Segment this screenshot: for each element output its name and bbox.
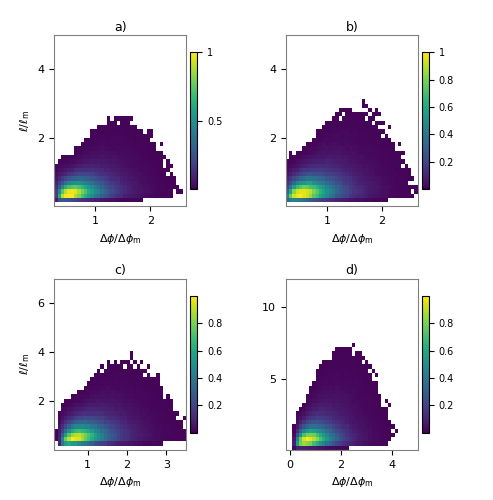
Title: d): d) xyxy=(346,264,358,278)
Title: c): c) xyxy=(114,264,126,278)
Title: a): a) xyxy=(114,21,127,34)
Y-axis label: $\ell/\ell_{\mathrm{m}}$: $\ell/\ell_{\mathrm{m}}$ xyxy=(18,353,32,376)
X-axis label: $\Delta\phi/\Delta\phi_{\mathrm{m}}$: $\Delta\phi/\Delta\phi_{\mathrm{m}}$ xyxy=(330,476,373,490)
X-axis label: $\Delta\phi/\Delta\phi_{\mathrm{m}}$: $\Delta\phi/\Delta\phi_{\mathrm{m}}$ xyxy=(330,232,373,246)
Title: b): b) xyxy=(346,21,358,34)
X-axis label: $\Delta\phi/\Delta\phi_{\mathrm{m}}$: $\Delta\phi/\Delta\phi_{\mathrm{m}}$ xyxy=(99,476,141,490)
X-axis label: $\Delta\phi/\Delta\phi_{\mathrm{m}}$: $\Delta\phi/\Delta\phi_{\mathrm{m}}$ xyxy=(99,232,141,246)
Y-axis label: $\ell/\ell_{\mathrm{m}}$: $\ell/\ell_{\mathrm{m}}$ xyxy=(18,110,32,132)
